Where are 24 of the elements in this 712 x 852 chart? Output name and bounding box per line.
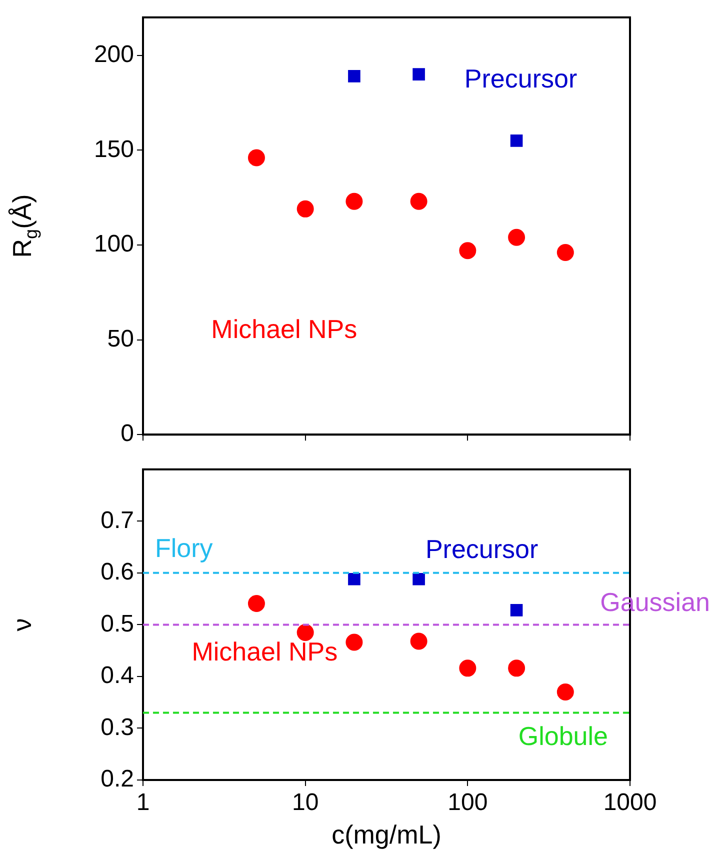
y-axis-title: ν xyxy=(7,618,38,632)
x-tick-label: 10 xyxy=(292,789,319,816)
x-axis-title: c(mg/mL) xyxy=(332,820,442,850)
series-label: Precursor xyxy=(425,534,538,564)
y-tick-label: 50 xyxy=(107,325,134,352)
y-tick-label: 0.6 xyxy=(100,558,134,586)
x-tick-label: 1 xyxy=(136,789,150,816)
y-tick-label: 150 xyxy=(94,136,134,163)
series-label: Michael NPs xyxy=(192,636,338,666)
x-tick-label: 1000 xyxy=(603,789,657,816)
text: Michael NPs xyxy=(211,314,358,344)
y-tick-label: 200 xyxy=(94,40,134,68)
x-tick-label: 100 xyxy=(448,789,488,816)
ref-line-label: Globule xyxy=(518,720,608,751)
y-tick-label: 0.3 xyxy=(100,714,134,741)
y-tick-label: 0.7 xyxy=(100,506,134,534)
y-tick-label: 0.5 xyxy=(100,610,134,638)
y-tick-label: 0.4 xyxy=(100,662,134,690)
series-label: Precursor xyxy=(464,64,578,94)
y-axis-title: Rg(Å) xyxy=(7,194,41,258)
y-tick-label: 100 xyxy=(94,230,134,258)
y-tick-label: 0 xyxy=(120,420,134,448)
y-tick-label: 0.2 xyxy=(100,766,134,793)
ref-line-label: Flory xyxy=(155,533,213,564)
